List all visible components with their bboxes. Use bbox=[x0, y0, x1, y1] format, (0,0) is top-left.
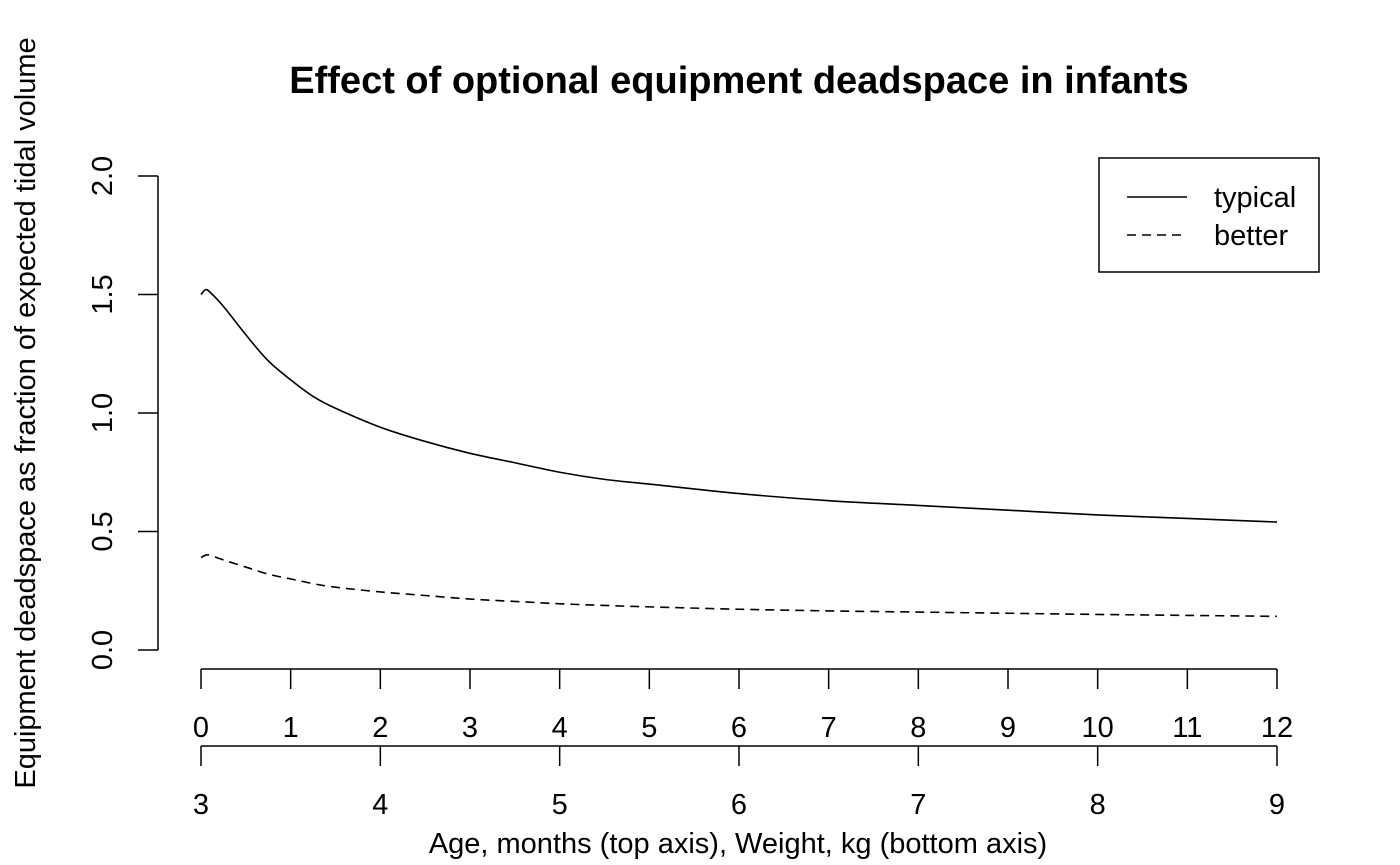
age-tick-label: 9 bbox=[1000, 712, 1016, 744]
age-tick-label: 5 bbox=[641, 712, 657, 744]
age-tick-label: 8 bbox=[910, 712, 926, 744]
legend-box bbox=[1098, 157, 1320, 273]
weight-axis: 3 4 5 6 7 8 9 bbox=[193, 745, 1285, 821]
weight-tick-label: 9 bbox=[1269, 789, 1285, 821]
age-tick-label: 10 bbox=[1082, 712, 1114, 744]
age-axis: 0 1 2 3 4 5 6 7 8 9 10 11 12 bbox=[193, 668, 1293, 744]
age-tick-label: 4 bbox=[552, 712, 568, 744]
age-tick-label: 12 bbox=[1261, 712, 1293, 744]
legend-label-typical: typical bbox=[1214, 182, 1296, 214]
age-tick-label: 11 bbox=[1172, 712, 1202, 744]
y-tick-label: 0.0 bbox=[87, 630, 119, 670]
y-tick-label: 2.0 bbox=[87, 156, 119, 196]
age-tick-label: 2 bbox=[372, 712, 388, 744]
age-tick-label: 6 bbox=[731, 712, 747, 744]
age-tick-label: 0 bbox=[193, 712, 209, 744]
series-line-typical bbox=[200, 288, 1278, 523]
y-axis-label: Equipment deadspace as fraction of expec… bbox=[10, 37, 42, 788]
weight-tick-label: 8 bbox=[1090, 789, 1106, 821]
age-tick-label: 3 bbox=[462, 712, 478, 744]
x-axis-label: Age, months (top axis), Weight, kg (bott… bbox=[429, 828, 1047, 860]
weight-tick-label: 3 bbox=[193, 789, 209, 821]
age-tick-label: 1 bbox=[283, 712, 299, 744]
legend-label-better: better bbox=[1214, 220, 1288, 252]
weight-tick-label: 4 bbox=[372, 789, 388, 821]
y-tick-label: 1.0 bbox=[87, 393, 119, 433]
weight-tick-label: 6 bbox=[731, 789, 747, 821]
series-layer bbox=[200, 288, 1278, 618]
y-tick-label: 1.5 bbox=[87, 274, 119, 314]
age-tick-label: 7 bbox=[821, 712, 837, 744]
chart-title: Effect of optional equipment deadspace i… bbox=[289, 60, 1188, 102]
series-line-better bbox=[200, 553, 1278, 618]
weight-tick-label: 7 bbox=[910, 789, 926, 821]
y-tick-label: 0.5 bbox=[87, 511, 119, 551]
weight-tick-label: 5 bbox=[552, 789, 568, 821]
y-axis: 0.0 0.5 1.0 1.5 2.0 bbox=[87, 156, 159, 670]
legend: typical better bbox=[1098, 157, 1320, 273]
